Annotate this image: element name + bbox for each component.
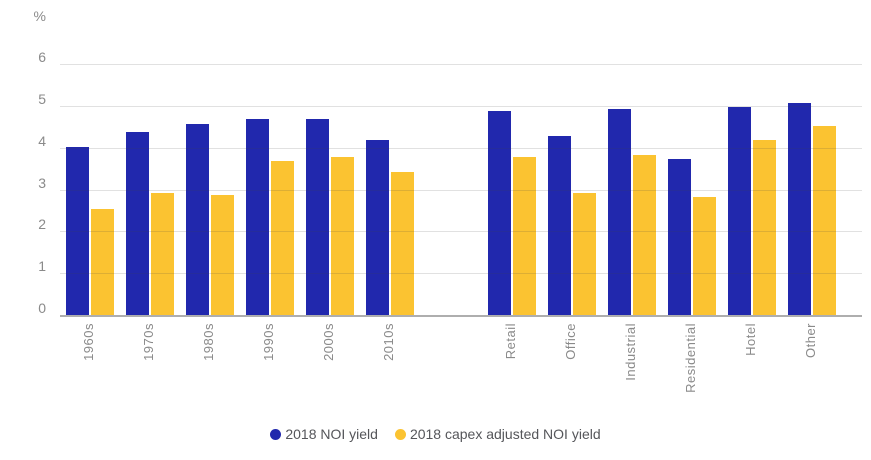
bar-noi-yield-1980s — [186, 123, 209, 316]
bar-capex-noi-yield-office — [573, 192, 596, 316]
y-tick-label-2: 2 — [38, 216, 46, 233]
bar-noi-yield-office — [548, 136, 571, 316]
gridline-4 — [60, 147, 862, 149]
bar-noi-yield-1970s — [126, 131, 149, 316]
bar-noi-yield-hotel — [728, 106, 751, 316]
legend-item-capex-noi-yield: 2018 capex adjusted NOI yield — [394, 426, 601, 442]
bar-capex-noi-yield-1970s — [151, 192, 174, 316]
x-tick-label-retail: Retail — [503, 323, 518, 360]
bar-capex-noi-yield-other — [813, 125, 836, 316]
bar-pair-1960s — [66, 146, 114, 316]
bar-capex-noi-yield-2000s — [331, 157, 354, 316]
x-tick-label-1960s: 1960s — [81, 323, 96, 361]
bar-noi-yield-1960s — [66, 146, 89, 316]
x-tick-label-office: Office — [563, 323, 578, 360]
x-tick-label-2010s: 2010s — [381, 323, 396, 361]
legend: 2018 NOI yield 2018 capex adjusted NOI y… — [0, 426, 871, 442]
bar-noi-yield-other — [788, 102, 811, 316]
bar-pair-other — [788, 102, 836, 316]
y-tick-label-5: 5 — [38, 90, 46, 107]
plot-area — [60, 64, 862, 317]
bar-pair-retail — [488, 111, 536, 316]
legend-dot-noi-yield-icon — [270, 428, 282, 440]
x-tick-label-1980s: 1980s — [201, 323, 216, 361]
bar-pair-industrial — [608, 108, 656, 316]
legend-dot-capex-noi-yield-icon — [394, 428, 406, 440]
bar-noi-yield-2000s — [306, 119, 329, 316]
bar-pair-1970s — [126, 131, 174, 316]
x-tick-label-other: Other — [803, 323, 818, 359]
gridline-6 — [60, 64, 862, 65]
bar-capex-noi-yield-1990s — [271, 161, 294, 316]
y-tick-label-4: 4 — [38, 132, 46, 149]
bar-noi-yield-1990s — [246, 119, 269, 316]
gridline-3 — [60, 189, 862, 191]
bar-capex-noi-yield-1980s — [211, 194, 234, 316]
x-tick-label-industrial: Industrial — [623, 323, 638, 381]
y-tick-label-0: 0 — [38, 300, 46, 316]
gridline-5 — [60, 105, 862, 107]
bar-noi-yield-retail — [488, 111, 511, 316]
legend-label-capex-noi-yield: 2018 capex adjusted NOI yield — [409, 426, 601, 442]
bar-pair-office — [548, 136, 596, 316]
bar-noi-yield-2010s — [366, 140, 389, 316]
bar-capex-noi-yield-2010s — [391, 171, 414, 316]
x-tick-label-2000s: 2000s — [321, 323, 336, 361]
bar-capex-noi-yield-residential — [693, 196, 716, 316]
bar-capex-noi-yield-retail — [513, 157, 536, 316]
bar-pair-2010s — [366, 140, 414, 316]
bar-pair-1980s — [186, 123, 234, 316]
x-tick-label-residential: Residential — [683, 323, 698, 393]
bar-capex-noi-yield-1960s — [91, 209, 114, 316]
bar-capex-noi-yield-hotel — [753, 140, 776, 316]
bar-noi-yield-residential — [668, 159, 691, 316]
y-tick-label-6: 6 — [38, 49, 46, 65]
y-axis-unit-label: % — [33, 8, 46, 24]
bar-pair-hotel — [728, 106, 776, 316]
y-tick-label-3: 3 — [38, 174, 46, 191]
bar-pair-2000s — [306, 119, 354, 316]
bar-noi-yield-industrial — [608, 108, 631, 316]
bar-pair-residential — [668, 159, 716, 316]
x-tick-label-1990s: 1990s — [261, 323, 276, 361]
bar-pair-1990s — [246, 119, 294, 316]
x-tick-label-1970s: 1970s — [141, 323, 156, 361]
legend-item-noi-yield: 2018 NOI yield — [270, 426, 378, 442]
y-tick-label-1: 1 — [38, 258, 46, 275]
gridline-1 — [60, 273, 862, 275]
x-axis-baseline — [60, 315, 862, 317]
x-tick-label-hotel: Hotel — [743, 323, 758, 356]
legend-label-noi-yield: 2018 NOI yield — [285, 426, 378, 442]
bar-capex-noi-yield-industrial — [633, 154, 656, 316]
gridline-2 — [60, 231, 862, 233]
